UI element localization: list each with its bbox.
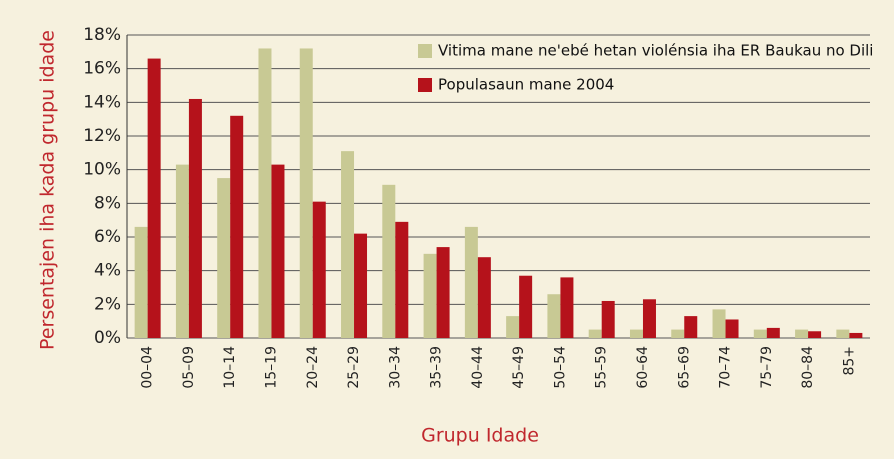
bar: [795, 329, 809, 338]
bar: [147, 58, 161, 339]
bar: [629, 329, 643, 338]
y-tick-label: 8%: [94, 193, 121, 213]
bar: [766, 327, 780, 338]
bar: [230, 115, 244, 338]
bar: [271, 164, 285, 338]
y-tick-label: 18%: [83, 25, 121, 45]
bar: [601, 300, 615, 338]
bar: [341, 151, 355, 338]
x-tick-label: 75–79: [759, 346, 775, 389]
y-tick-label: 12%: [83, 126, 121, 146]
x-tick-label: 40–44: [470, 346, 486, 389]
bar: [354, 233, 368, 338]
legend-swatch: [418, 44, 432, 58]
legend-label: Populasaun mane 2004: [438, 76, 614, 94]
x-tick-label: 85+: [841, 346, 857, 376]
x-tick-label: 55–59: [594, 346, 610, 389]
y-tick-label: 6%: [94, 227, 121, 247]
bar: [712, 309, 726, 338]
y-tick-label: 2%: [94, 294, 121, 314]
y-tick-label: 0%: [94, 328, 121, 348]
y-tick-label: 14%: [83, 92, 121, 112]
bar: [382, 184, 396, 338]
bar: [217, 178, 231, 338]
x-tick-label: 65–69: [676, 346, 692, 389]
bar: [588, 329, 602, 338]
bar: [436, 247, 450, 338]
legend-swatch: [418, 78, 432, 92]
x-tick-label: 80–84: [800, 346, 816, 389]
bar: [808, 331, 822, 338]
x-tick-label: 05–09: [181, 346, 197, 389]
bar: [464, 226, 478, 338]
bar: [188, 98, 202, 338]
bar: [423, 253, 437, 338]
x-tick-label: 15–19: [263, 346, 279, 389]
bar: [506, 316, 520, 338]
bar: [299, 48, 313, 338]
bar: [312, 201, 326, 338]
bar: [560, 277, 574, 338]
x-tick-label: 45–49: [511, 346, 527, 389]
bar: [725, 319, 739, 338]
bar: [671, 329, 685, 338]
bar: [849, 332, 863, 338]
bar: [642, 299, 656, 338]
x-tick-label: 00–04: [140, 346, 156, 389]
bar: [258, 48, 272, 338]
bar: [836, 329, 850, 338]
x-axis-label: Grupu Idade: [421, 425, 539, 447]
bar: [519, 275, 533, 338]
x-tick-label: 30–34: [387, 346, 403, 389]
bar: [175, 164, 189, 338]
x-tick-label: 10–14: [222, 346, 238, 389]
x-tick-label: 60–64: [635, 346, 651, 389]
x-tick-label: 70–74: [718, 346, 734, 389]
bar: [753, 329, 767, 338]
x-tick-label: 35–39: [429, 346, 445, 389]
x-tick-label: 50–54: [552, 346, 568, 389]
bar: [134, 226, 148, 338]
bar: [395, 221, 409, 338]
x-tick-label: 25–29: [346, 346, 362, 389]
x-tick-label: 20–24: [305, 346, 321, 389]
bar: [477, 257, 491, 338]
y-tick-label: 16%: [83, 59, 121, 79]
legend-label: Vitima mane ne'ebé hetan violénsia iha E…: [438, 42, 873, 60]
y-tick-label: 10%: [83, 160, 121, 180]
bar: [684, 316, 698, 338]
y-tick-label: 4%: [94, 261, 121, 281]
y-axis-label: Persentajen iha kada grupu idade: [37, 30, 59, 350]
bar: [547, 294, 561, 338]
